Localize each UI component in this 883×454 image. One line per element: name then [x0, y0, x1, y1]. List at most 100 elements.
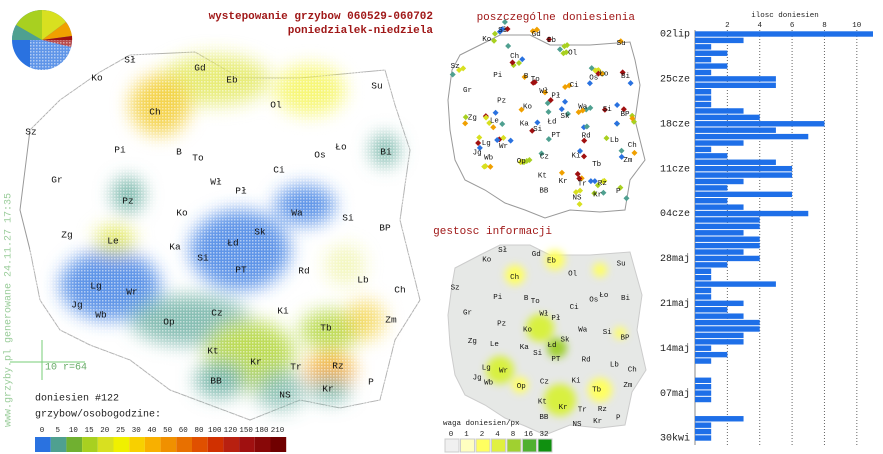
- bar: [695, 153, 728, 159]
- bar: [695, 326, 760, 332]
- bar: [695, 307, 728, 313]
- city-label: Kt: [538, 172, 547, 180]
- city-label: Si: [533, 126, 543, 134]
- city-label: Wr: [499, 143, 508, 151]
- city-label: Ko: [523, 103, 533, 111]
- report-point: [563, 49, 570, 56]
- city-label: Pi: [493, 294, 503, 302]
- texture: [30, 40, 430, 420]
- legend-tick-label: 5: [55, 427, 60, 435]
- bar: [695, 396, 712, 403]
- bar: [695, 377, 712, 383]
- report-point: [518, 106, 525, 113]
- subtitle: poniedzialek-niedziela: [288, 25, 434, 37]
- report-point: [594, 182, 601, 189]
- city-label: Os: [314, 150, 325, 161]
- report-point: [490, 124, 497, 131]
- city-label: Pi: [493, 72, 503, 80]
- legend-tick-label: 1: [464, 431, 469, 439]
- report-point: [562, 98, 569, 105]
- report-point: [547, 97, 554, 104]
- report-point: [603, 135, 610, 142]
- city-label: Zg: [61, 230, 72, 241]
- city-label: Si: [533, 350, 543, 358]
- city-label: Wb: [95, 310, 107, 321]
- report-point: [491, 30, 498, 37]
- city-label: Zg: [468, 338, 477, 346]
- report-point: [486, 120, 493, 127]
- bar: [695, 127, 776, 133]
- report-point: [617, 184, 624, 191]
- city-label: P: [368, 377, 374, 388]
- city-label: Cz: [540, 153, 549, 161]
- report-point: [529, 127, 536, 134]
- report-point: [587, 178, 594, 185]
- city-label: Wa: [291, 208, 303, 219]
- legend-swatch: [444, 438, 460, 453]
- country-outline: [447, 34, 646, 219]
- city-label: Kr: [322, 384, 333, 395]
- x-tick-label: 10: [852, 22, 862, 30]
- city-label: Le: [107, 236, 119, 247]
- legend-swatch: [537, 438, 553, 453]
- city-label: Ka: [520, 344, 530, 352]
- bar: [695, 108, 744, 114]
- city-label: Sł: [124, 55, 136, 66]
- legend-tick-label: 16: [524, 431, 534, 439]
- report-point: [592, 67, 599, 74]
- bar: [695, 230, 744, 236]
- report-point: [494, 137, 501, 144]
- y-tick-label: 30kwi: [660, 433, 690, 445]
- legend-swatch: [113, 437, 130, 452]
- city-label: Bi: [621, 295, 631, 303]
- bar: [695, 428, 712, 435]
- legend-swatch: [270, 437, 287, 452]
- x-axis-title: ilosc doniesien: [751, 12, 819, 20]
- city-label: Kr: [559, 178, 568, 186]
- city-label: BP: [620, 334, 630, 342]
- city-label: Ki: [277, 306, 289, 317]
- city-label: Zm: [385, 315, 397, 326]
- report-point: [617, 38, 624, 45]
- report-point: [483, 114, 490, 121]
- report-point: [476, 134, 483, 141]
- city-label: Lg: [90, 281, 101, 292]
- bar: [695, 351, 728, 358]
- report-point: [538, 150, 545, 157]
- y-tick-label: 21maj: [660, 298, 690, 310]
- legend-tick-label: 60: [179, 427, 189, 435]
- city-label: Ło: [599, 292, 609, 300]
- city-label: Gr: [463, 87, 472, 95]
- report-point: [556, 46, 563, 53]
- legend-swatch: [223, 437, 240, 452]
- city-label: Wa: [578, 103, 588, 111]
- city-label: Zm: [623, 382, 633, 390]
- city-label: Ci: [570, 304, 580, 312]
- legend-tick-label: 15: [85, 427, 95, 435]
- legend-swatch: [144, 437, 161, 452]
- city-label: Tr: [578, 407, 587, 415]
- legend-swatch: [35, 437, 51, 452]
- city-label: PT: [551, 132, 561, 140]
- city-label: Si: [603, 329, 613, 337]
- city-label: Ci: [273, 165, 285, 176]
- report-point: [501, 18, 508, 25]
- city-label: Pz: [122, 196, 133, 207]
- city-label: To: [192, 153, 204, 164]
- bar: [695, 319, 760, 326]
- points-map-title: poszczególne doniesienia: [477, 12, 636, 24]
- density-legend-title: waga doniesien/px: [443, 420, 520, 428]
- city-label: Lg: [482, 140, 491, 148]
- city-label: Ch: [510, 274, 519, 282]
- city-label: Ch: [394, 285, 405, 296]
- city-label: Jg: [71, 300, 82, 311]
- report-point: [515, 60, 522, 67]
- city-label: Łd: [548, 342, 557, 350]
- report-point: [619, 69, 626, 76]
- bar: [695, 191, 793, 198]
- y-tick-label: 11cze: [660, 164, 690, 175]
- bar: [695, 210, 809, 217]
- y-tick-label: 18cze: [660, 119, 690, 130]
- legend-tick-label: 32: [539, 431, 548, 439]
